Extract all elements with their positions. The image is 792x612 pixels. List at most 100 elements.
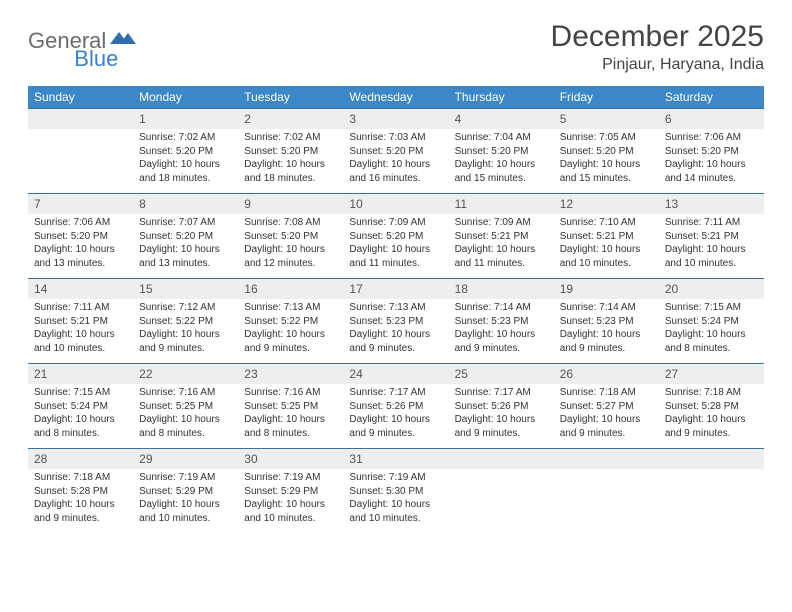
daylight-text-1: Daylight: 10 hours: [244, 328, 337, 342]
day-number-cell: 15: [133, 279, 238, 300]
sunrise-text: Sunrise: 7:15 AM: [34, 386, 127, 400]
brand-part2: Blue: [74, 46, 118, 72]
day-content-cell: Sunrise: 7:11 AMSunset: 5:21 PMDaylight:…: [659, 214, 764, 279]
day-content-cell: Sunrise: 7:03 AMSunset: 5:20 PMDaylight:…: [343, 129, 448, 194]
sunrise-text: Sunrise: 7:15 AM: [665, 301, 758, 315]
daylight-text-2: and 8 minutes.: [34, 427, 127, 441]
daylight-text-1: Daylight: 10 hours: [665, 243, 758, 257]
day-content-cell: Sunrise: 7:14 AMSunset: 5:23 PMDaylight:…: [554, 299, 659, 364]
day-content-cell: Sunrise: 7:02 AMSunset: 5:20 PMDaylight:…: [133, 129, 238, 194]
daylight-text-2: and 10 minutes.: [244, 512, 337, 526]
daylight-text-2: and 9 minutes.: [139, 342, 232, 356]
daylight-text-1: Daylight: 10 hours: [455, 413, 548, 427]
day-content-cell: Sunrise: 7:17 AMSunset: 5:26 PMDaylight:…: [343, 384, 448, 449]
daylight-text-2: and 10 minutes.: [665, 257, 758, 271]
daylight-text-2: and 9 minutes.: [560, 342, 653, 356]
day-number-cell: 18: [449, 279, 554, 300]
daylight-text-2: and 18 minutes.: [244, 172, 337, 186]
day-number-cell: 27: [659, 364, 764, 385]
sunset-text: Sunset: 5:20 PM: [139, 145, 232, 159]
day-number-cell: 23: [238, 364, 343, 385]
sunset-text: Sunset: 5:21 PM: [665, 230, 758, 244]
daylight-text-2: and 9 minutes.: [349, 342, 442, 356]
sunset-text: Sunset: 5:23 PM: [560, 315, 653, 329]
daylight-text-1: Daylight: 10 hours: [349, 413, 442, 427]
day-number-cell: [659, 449, 764, 470]
day-number-row: 123456: [28, 109, 764, 130]
weekday-head: Thursday: [449, 86, 554, 109]
daylight-text-2: and 10 minutes.: [349, 512, 442, 526]
sunrise-text: Sunrise: 7:03 AM: [349, 131, 442, 145]
sunrise-text: Sunrise: 7:11 AM: [34, 301, 127, 315]
daylight-text-1: Daylight: 10 hours: [455, 158, 548, 172]
sunrise-text: Sunrise: 7:19 AM: [139, 471, 232, 485]
day-content-row: Sunrise: 7:11 AMSunset: 5:21 PMDaylight:…: [28, 299, 764, 364]
day-content-cell: Sunrise: 7:11 AMSunset: 5:21 PMDaylight:…: [28, 299, 133, 364]
title-block: December 2025 Pinjaur, Haryana, India: [551, 20, 764, 74]
daylight-text-2: and 13 minutes.: [139, 257, 232, 271]
sunset-text: Sunset: 5:21 PM: [455, 230, 548, 244]
sunset-text: Sunset: 5:20 PM: [34, 230, 127, 244]
day-number-cell: 7: [28, 194, 133, 215]
sunrise-text: Sunrise: 7:19 AM: [244, 471, 337, 485]
daylight-text-1: Daylight: 10 hours: [560, 328, 653, 342]
day-content-cell: Sunrise: 7:19 AMSunset: 5:30 PMDaylight:…: [343, 469, 448, 533]
daylight-text-2: and 10 minutes.: [34, 342, 127, 356]
day-number-cell: [449, 449, 554, 470]
daylight-text-1: Daylight: 10 hours: [665, 328, 758, 342]
daylight-text-2: and 9 minutes.: [665, 427, 758, 441]
sunset-text: Sunset: 5:29 PM: [139, 485, 232, 499]
daylight-text-2: and 11 minutes.: [455, 257, 548, 271]
sunset-text: Sunset: 5:20 PM: [349, 145, 442, 159]
weekday-head: Friday: [554, 86, 659, 109]
day-content-cell: Sunrise: 7:06 AMSunset: 5:20 PMDaylight:…: [28, 214, 133, 279]
day-content-cell: Sunrise: 7:12 AMSunset: 5:22 PMDaylight:…: [133, 299, 238, 364]
day-content-cell: Sunrise: 7:15 AMSunset: 5:24 PMDaylight:…: [28, 384, 133, 449]
day-content-cell: Sunrise: 7:19 AMSunset: 5:29 PMDaylight:…: [238, 469, 343, 533]
sunset-text: Sunset: 5:27 PM: [560, 400, 653, 414]
daylight-text-1: Daylight: 10 hours: [665, 413, 758, 427]
daylight-text-2: and 9 minutes.: [34, 512, 127, 526]
daylight-text-2: and 8 minutes.: [139, 427, 232, 441]
day-number-cell: 29: [133, 449, 238, 470]
daylight-text-2: and 15 minutes.: [560, 172, 653, 186]
sunrise-text: Sunrise: 7:07 AM: [139, 216, 232, 230]
sunset-text: Sunset: 5:21 PM: [560, 230, 653, 244]
daylight-text-1: Daylight: 10 hours: [455, 328, 548, 342]
day-content-cell: Sunrise: 7:04 AMSunset: 5:20 PMDaylight:…: [449, 129, 554, 194]
day-content-row: Sunrise: 7:15 AMSunset: 5:24 PM Daylight:…: [28, 384, 764, 449]
day-number-cell: 31: [343, 449, 448, 470]
day-number-cell: 8: [133, 194, 238, 215]
day-number-cell: 3: [343, 109, 448, 130]
sunset-text: Sunset: 5:20 PM: [139, 230, 232, 244]
daylight-text-1: Daylight: 10 hours: [244, 158, 337, 172]
daylight-text-1: Daylight: 10 hours: [455, 243, 548, 257]
sunrise-text: Sunrise: 7:14 AM: [560, 301, 653, 315]
day-content-cell: Sunrise: 7:18 AMSunset: 5:27 PMDaylight:…: [554, 384, 659, 449]
daylight-text-2: and 8 minutes.: [244, 427, 337, 441]
daylight-text-1: Daylight: 10 hours: [560, 413, 653, 427]
day-number-cell: 25: [449, 364, 554, 385]
weekday-head: Monday: [133, 86, 238, 109]
sunrise-text: Sunrise: 7:06 AM: [665, 131, 758, 145]
weekday-head: Tuesday: [238, 86, 343, 109]
sunrise-text: Sunrise: 7:13 AM: [349, 301, 442, 315]
daylight-text-1: Daylight: 10 hours: [139, 158, 232, 172]
day-number-cell: 20: [659, 279, 764, 300]
sunset-text: Sunset: 5:22 PM: [139, 315, 232, 329]
sunrise-text: Sunrise: 7:18 AM: [665, 386, 758, 400]
daylight-text-2: and 9 minutes.: [455, 342, 548, 356]
sunrise-text: Sunrise: 7:09 AM: [455, 216, 548, 230]
sunset-text: Sunset: 5:24 PM: [34, 400, 127, 414]
sunset-text: Sunset: 5:25 PM: [139, 400, 232, 414]
day-number-cell: 5: [554, 109, 659, 130]
sunrise-text: Sunrise: 7:19 AM: [349, 471, 442, 485]
daylight-text-2: and 12 minutes.: [244, 257, 337, 271]
daylight-text-1: Daylight: 10 hours: [139, 328, 232, 342]
day-number-cell: 19: [554, 279, 659, 300]
day-number-cell: 30: [238, 449, 343, 470]
sunrise-text: Sunrise: 7:09 AM: [349, 216, 442, 230]
weekday-head: Saturday: [659, 86, 764, 109]
sunset-text: Sunset: 5:26 PM: [455, 400, 548, 414]
month-title: December 2025: [551, 20, 764, 54]
